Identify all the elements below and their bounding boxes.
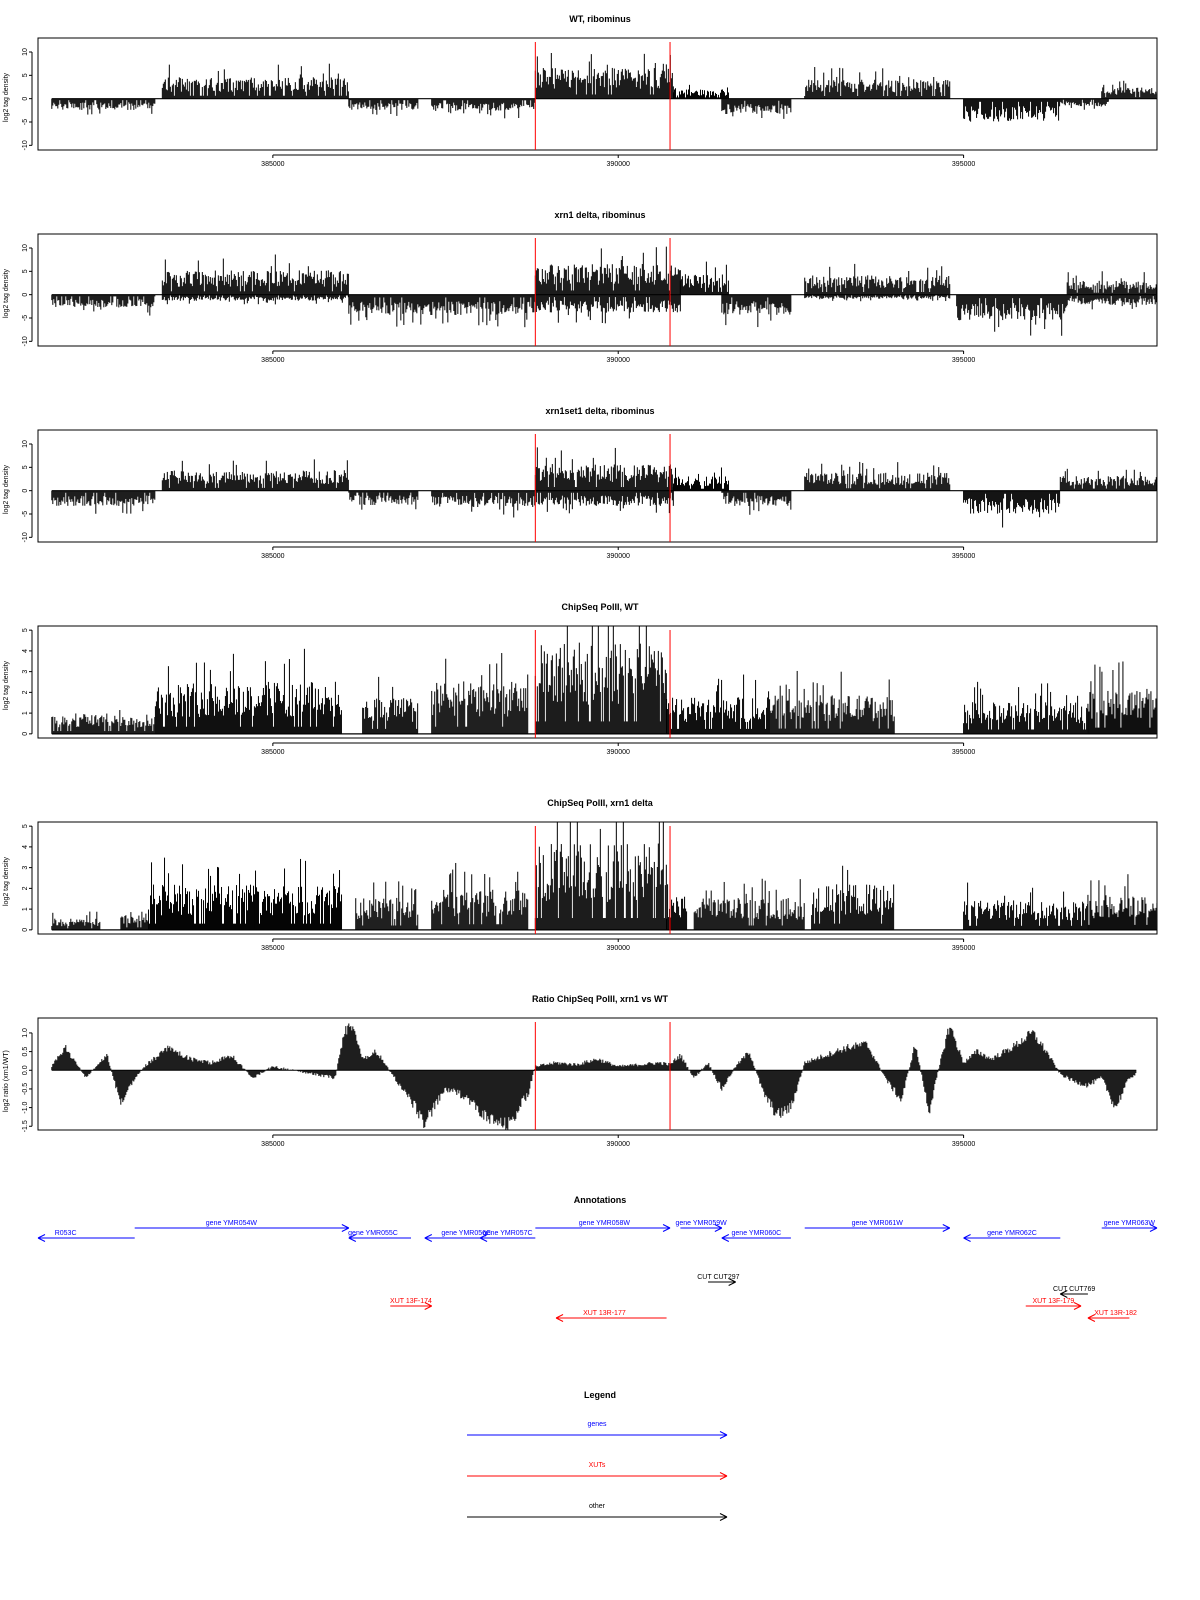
- y-tick-label: 0: [22, 293, 29, 297]
- signal-segment: [431, 653, 529, 734]
- signal-segment: [679, 261, 729, 295]
- x-tick-label: 385000: [261, 357, 284, 364]
- signal-segment: [534, 246, 681, 295]
- chart-panel-xrn1set1-ribominus: xrn1set1 delta, ribominus log2 tag densi…: [0, 392, 1200, 562]
- chart-title: xrn1 delta, ribominus: [554, 210, 646, 220]
- y-tick-label: 0: [22, 489, 29, 493]
- chart-plot: 10 5 0 -5 -10 385000 390000 395000: [22, 37, 1158, 168]
- y-tick-label: 1: [22, 711, 29, 715]
- signal-segment: [721, 294, 792, 328]
- y-tick-label: 5: [22, 465, 29, 469]
- signal-segment: [804, 461, 951, 491]
- signal-segment: [1059, 98, 1109, 110]
- signal-segment: [963, 490, 1061, 528]
- signal-segment: [348, 490, 419, 510]
- y-tick-label: 2: [22, 690, 29, 694]
- y-tick-label: 5: [22, 73, 29, 77]
- x-tick-label: 390000: [607, 161, 630, 168]
- chart-plot: 10 5 0 -5 -10 385000 390000 395000: [22, 429, 1158, 560]
- x-tick-label: 390000: [607, 749, 630, 756]
- y-tick-label: 5: [22, 269, 29, 273]
- signal-segment: [804, 263, 951, 295]
- signal-segment: [154, 648, 342, 734]
- y-tick-label: 10: [22, 440, 29, 448]
- x-tick-label: 385000: [261, 749, 284, 756]
- signal-segment: [362, 676, 419, 734]
- signal-segment: [161, 459, 349, 491]
- chart-plot: 10 5 0 -5 -10 385000 390000 395000: [22, 233, 1158, 364]
- signal-segment: [431, 490, 536, 518]
- y-tick-label: 3: [22, 670, 29, 674]
- signal-segment: [721, 490, 792, 515]
- signal-segment: [804, 294, 951, 302]
- signal-segment: [161, 254, 349, 295]
- x-tick-label: 395000: [952, 357, 975, 364]
- plot-frame: [37, 625, 1158, 739]
- x-tick-label: 390000: [607, 357, 630, 364]
- chart-plot: 5 4 3 2 1 0 385000 390000 395000: [22, 625, 1158, 756]
- y-tick-label: 0: [22, 732, 29, 736]
- signal-segment: [1101, 80, 1158, 99]
- y-tick-label: -5: [22, 315, 29, 321]
- signal-segment: [672, 467, 729, 491]
- signal-segment: [963, 98, 1061, 122]
- signal-segment: [534, 490, 674, 514]
- signal-segment: [1066, 294, 1157, 310]
- plot-frame: [37, 233, 1158, 347]
- signal-segment: [51, 490, 156, 514]
- signal-segment: [1066, 271, 1157, 295]
- signal-segment: [769, 670, 895, 734]
- signal-segment: [431, 98, 536, 119]
- y-tick-label: -5: [22, 511, 29, 517]
- signal-segment: [963, 681, 1089, 734]
- signal-segment: [666, 674, 771, 734]
- x-tick-label: 385000: [261, 161, 284, 168]
- signal-segment: [534, 447, 674, 491]
- signal-segment: [804, 67, 951, 99]
- signal-segment: [534, 294, 681, 324]
- y-tick-label: -10: [22, 532, 29, 542]
- signal-segment: [51, 294, 156, 316]
- y-tick-label: 10: [22, 48, 29, 56]
- chart-panel-xrn1-ribominus: xrn1 delta, ribominus log2 tag density 1…: [0, 196, 1200, 366]
- plot-frame: [37, 429, 1158, 543]
- signal-segment: [534, 626, 667, 734]
- y-tick-label: -10: [22, 140, 29, 150]
- signal-segment: [1059, 468, 1157, 491]
- chart-title: WT, ribominus: [569, 14, 631, 24]
- chart-title: ChipSeq PolII, WT: [561, 602, 639, 612]
- y-tick-label: -5: [22, 119, 29, 125]
- signal-segment: [721, 98, 792, 119]
- y-tick-label: 4: [22, 649, 29, 653]
- chart-title: xrn1set1 delta, ribominus: [545, 406, 655, 416]
- signal-segment: [534, 52, 674, 99]
- y-tick-label: 0: [22, 97, 29, 101]
- signal-segment: [672, 84, 729, 99]
- signal-segment: [161, 294, 349, 305]
- x-tick-label: 395000: [952, 161, 975, 168]
- y-tick-label: 10: [22, 244, 29, 252]
- x-tick-label: 395000: [952, 553, 975, 560]
- y-tick-label: 5: [22, 628, 29, 632]
- chart-panel-wt-ribominus: WT, ribominus log2 tag density 10 5 0 -5 -10…: [0, 0, 1200, 170]
- x-tick-label: 390000: [607, 553, 630, 560]
- y-tick-label: -10: [22, 336, 29, 346]
- signal-segment: [51, 710, 156, 734]
- signal-segment: [161, 63, 349, 99]
- x-tick-label: 385000: [261, 553, 284, 560]
- x-tick-label: 395000: [952, 749, 975, 756]
- signal-segment: [348, 294, 536, 328]
- signal-segment: [51, 98, 156, 115]
- signal-segment: [956, 294, 1068, 336]
- signal-segment: [348, 98, 419, 116]
